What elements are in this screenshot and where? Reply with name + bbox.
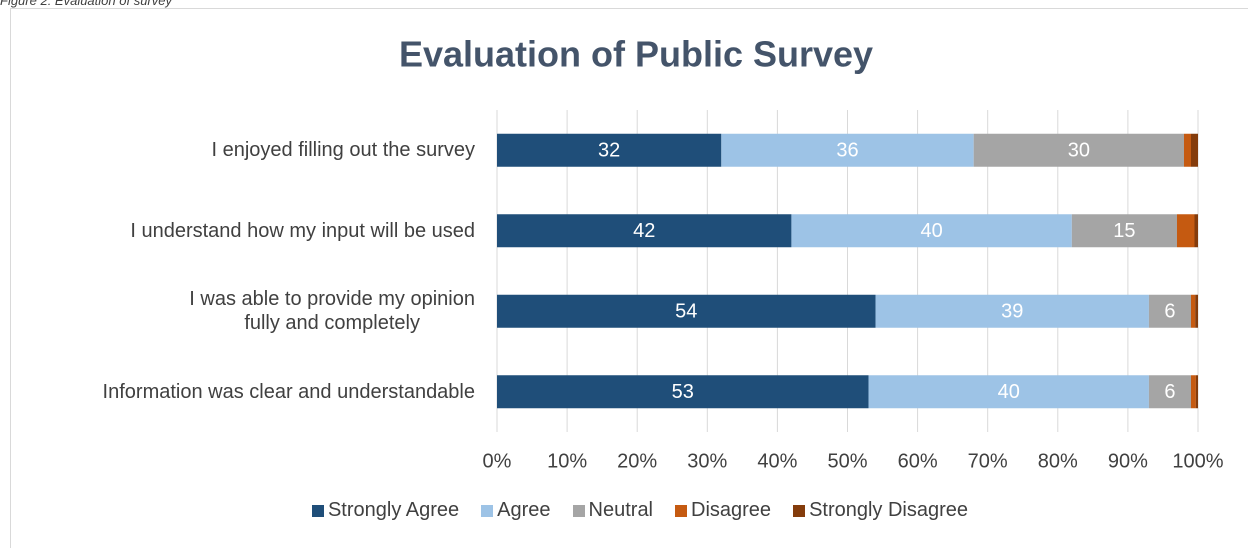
bar-segment [1148,294,1191,328]
legend-swatch [481,504,494,517]
legend-swatch [311,504,324,517]
category-label: Information was clear and understandable [102,380,475,403]
bar-segment [1176,214,1195,248]
legend-item: Neutral [572,499,654,522]
category-label: I understand how my input will be used [130,219,475,242]
x-tick-label: 70% [968,450,1008,472]
data-label: 42 [633,220,655,242]
bar-segment [875,294,1149,328]
legend-label: Strongly Disagree [809,499,969,521]
data-label: 40 [998,381,1020,403]
x-tick-label: 40% [757,450,797,472]
data-label: 53 [672,381,694,403]
legend-swatch [793,504,806,517]
bar-segment [1148,375,1191,409]
data-label: 40 [920,220,942,242]
legend-swatch [572,504,585,517]
x-tick-label: 30% [687,450,727,472]
data-label: 36 [836,140,858,162]
chart-frame [10,8,1248,548]
bar-segment [1195,375,1198,409]
data-label: 30 [1068,140,1090,162]
legend-label: Disagree [691,499,772,521]
bar-segment [497,294,876,328]
data-label: 32 [598,140,620,162]
bar-segment [497,214,792,248]
bar-segment [791,214,1072,248]
chart-title: Evaluation of Public Survey [399,34,873,75]
bar-segment [1194,214,1198,248]
legend-item: Strongly Agree [311,499,460,522]
bar-segment [497,375,869,409]
caption: Figure 2: Evaluation of survey [0,0,172,8]
data-label: 15 [1113,220,1135,242]
legend-swatch [675,504,688,517]
bar-segment [721,133,974,167]
x-tick-label: 90% [1108,450,1148,472]
bar-segment [868,375,1149,409]
bar-segment [1190,133,1198,167]
category-label: I was able to provide my opinion fully a… [189,288,475,335]
legend-label: Strongly Agree [327,499,460,521]
legend: Strongly Agree Agree Neutral Disagree Strong… [0,499,1248,522]
bar-segment [1190,375,1196,409]
bar-segment [1183,133,1191,167]
x-tick-label: 20% [617,450,657,472]
data-label: 6 [1164,381,1175,403]
legend-item: Disagree [675,499,771,522]
legend-label: Agree [497,499,551,521]
legend-item: Strongly Disagree [793,499,968,522]
bar-segment [1071,214,1177,248]
x-tick-label: 80% [1038,450,1078,472]
bar-segment [973,133,1184,167]
x-tick-label: 100% [1172,450,1223,472]
legend-item: Agree [481,499,551,522]
x-tick-label: 0% [483,450,512,472]
x-tick-label: 50% [827,450,867,472]
bar-segment [1190,294,1196,328]
bar-segment [1195,294,1198,328]
bar-segment [497,133,722,167]
data-label: 6 [1164,301,1175,323]
category-label: I enjoyed filling out the survey [211,139,476,162]
x-tick-label: 60% [898,450,938,472]
legend-label: Neutral [588,499,654,521]
data-label: 39 [1001,301,1023,323]
x-tick-label: 10% [547,450,587,472]
data-label: 54 [675,301,697,323]
